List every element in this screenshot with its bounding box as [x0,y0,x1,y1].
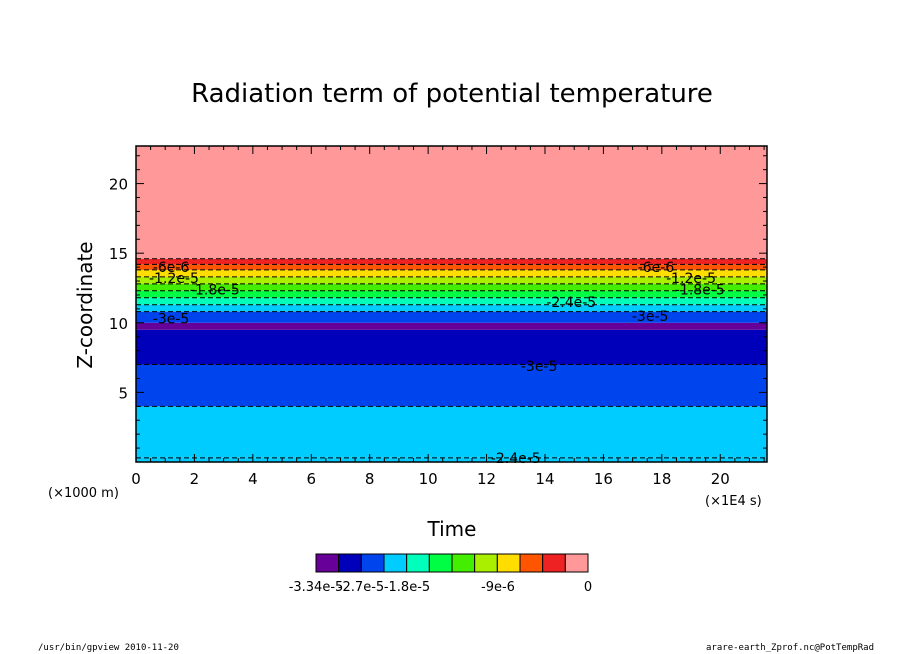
footer-right: arare-earth_Zprof.nc@PotTempRad [706,643,874,653]
colorbar-cell-9 [519,553,544,573]
colorbar-cell-5 [428,553,453,573]
x-tick-label-10: 20 [711,470,730,488]
x-tick-label-7: 14 [535,470,554,488]
band-10 [136,276,767,284]
colorbar-cell-10 [542,553,566,573]
x-axis-label: Time [427,517,477,541]
band-13 [136,258,767,265]
band-3 [136,329,767,365]
colorbar-cell-3 [383,553,408,573]
colorbar-cell-6 [451,553,476,573]
x-unit-label: (×1E4 s) [705,494,762,509]
contour-label-3: -1.2e-5 [666,271,716,287]
colorbar-cell-8 [496,553,521,573]
x-tick-label-4: 8 [365,470,375,488]
x-tick-label-9: 18 [652,470,671,488]
band-9 [136,283,767,291]
contour-label-6: -2.4e-5 [546,295,596,311]
colorbar-cell-0 [315,553,340,573]
colorbar-cell-7 [474,553,498,573]
band-0 [136,457,767,462]
contour-label-7: -3e-5 [153,312,190,328]
colorbar-cell-4 [406,553,430,573]
x-tick-label-3: 6 [307,470,317,488]
band-4 [136,322,767,330]
colorbar-cell-2 [360,553,385,573]
x-tick-label-5: 10 [419,470,438,488]
contour-label-9: -3e-5 [521,359,558,375]
x-tick-label-8: 16 [594,470,613,488]
band-7 [136,297,767,305]
contour-label-0: -6e-6 [153,260,190,276]
contour-label-8: -3e-5 [632,309,669,325]
band-11 [136,269,767,277]
band-2 [136,364,767,407]
band-12 [136,264,767,270]
band-5 [136,311,767,323]
colorbar-tick-label-4: 0 [584,580,592,595]
x-tick-label-6: 12 [477,470,496,488]
y-tick-label-3: 20 [109,176,128,194]
colorbar-cell-1 [338,553,362,573]
y-tick-label-2: 15 [109,245,128,263]
y-axis-label: Z-coordinate [73,241,97,368]
x-tick-label-2: 4 [248,470,258,488]
x-tick-label-0: 0 [131,470,141,488]
footer-left: /usr/bin/gpview 2010-11-20 [38,643,179,653]
colorbar-tick-label-3: -9e-6 [481,580,515,595]
colorbar-tick-label-2: -1.8e-5 [384,580,430,595]
chart-title: Radiation term of potential temperature [191,79,713,109]
colorbar-tick-label-0: -3.34e-5 [289,580,344,595]
plot-frame [135,145,768,463]
x-tick-label-1: 2 [190,470,200,488]
contour-label-1: -6e-6 [638,260,675,276]
band-1 [136,406,767,458]
band-6 [136,304,767,312]
contour-label-4: -1.8e-5 [190,282,240,298]
contour-label-2: -1.2e-5 [149,271,199,287]
band-14 [136,146,767,259]
colorbar-tick-label-1: -2.7e-5 [338,580,384,595]
y-tick-label-0: 5 [118,384,128,402]
contour-label-5: -1.8e-5 [675,282,725,298]
y-tick-label-1: 10 [109,315,128,333]
y-unit-label: (×1000 m) [48,486,119,501]
colorbar-cell-11 [564,553,589,573]
band-8 [136,290,767,298]
